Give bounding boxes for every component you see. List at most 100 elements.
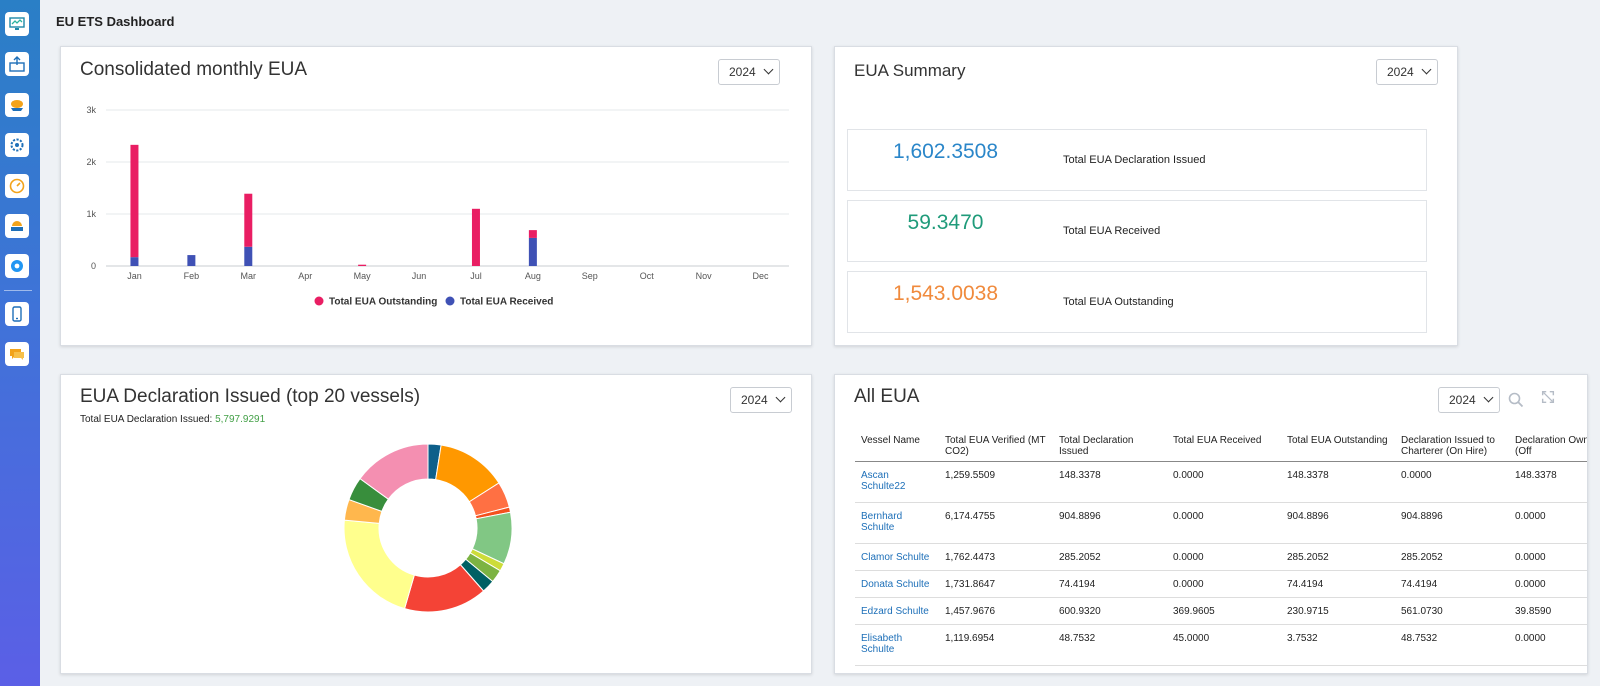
expand-icon[interactable]: [1540, 389, 1558, 407]
table-cell: 74.4194: [1281, 570, 1395, 598]
x-tick-label: Feb: [184, 271, 200, 281]
outstanding-value: 1,543.0038: [892, 282, 999, 305]
sidebar: [0, 0, 40, 686]
declaration-total-value: 5,797.9291: [215, 414, 266, 425]
table-cell: 904.8896: [1281, 502, 1395, 544]
table-row: Donata Schulte 1,731.8647 74.4194 0.0000…: [855, 570, 1587, 598]
vessel-link[interactable]: Clamor Schulte: [855, 543, 939, 571]
eua-summary-card: EUA Summary 2024 1,602.3508 Total EUA De…: [834, 46, 1458, 346]
table-cell: 6,174.4755: [939, 502, 1053, 544]
bar-total-eua-received: [244, 246, 253, 266]
all-eua-year-select[interactable]: 2024: [1438, 387, 1500, 413]
table-cell: 74.4194: [1395, 570, 1509, 598]
inbox-upload-icon[interactable]: [5, 52, 29, 76]
table-cell: 148.3378: [1509, 461, 1587, 503]
y-tick-label: 2k: [86, 157, 96, 167]
table-cell: 0.0000: [1395, 461, 1509, 503]
outstanding-label: Total EUA Outstanding: [1063, 296, 1174, 308]
gauge-icon[interactable]: [5, 174, 29, 198]
summary-title: EUA Summary: [854, 61, 966, 80]
table-cell: 285.2052: [1053, 543, 1167, 571]
declaration-total: Total EUA Declaration Issued: 5,797.9291: [80, 414, 265, 425]
search-icon[interactable]: [1507, 391, 1525, 409]
mobile-device-icon[interactable]: [5, 302, 29, 326]
col-total-eua-received[interactable]: Total EUA Received: [1167, 431, 1281, 462]
col-total-declaration-issued[interactable]: Total Declaration Issued: [1053, 431, 1167, 462]
issued-label: Total EUA Declaration Issued: [1063, 154, 1206, 166]
summary-year-select[interactable]: 2024: [1376, 59, 1438, 85]
table-cell: 1,259.5509: [939, 461, 1053, 503]
bar-total-eua-received: [187, 255, 196, 266]
settings-cog-icon[interactable]: [5, 254, 29, 278]
table-row: Elisabeth Schulte 1,119.6954 48.7532 45.…: [855, 624, 1587, 666]
table-cell: 1,731.8647: [939, 570, 1053, 598]
table-cell: 0.0000: [1167, 543, 1281, 571]
monthly-year-select[interactable]: 2024: [718, 59, 780, 85]
x-tick-label: Jul: [470, 271, 482, 281]
chevron-down-icon: [1483, 392, 1494, 403]
table-cell: 0.0000: [1509, 502, 1587, 544]
table-cell: 285.2052: [1281, 543, 1395, 571]
bar-total-eua-outstanding: [244, 193, 253, 247]
summary-issued-box: 1,602.3508 Total EUA Declaration Issued: [847, 129, 1427, 191]
chat-bubble-icon[interactable]: [5, 342, 29, 366]
vessel-link[interactable]: Donata Schulte: [855, 570, 939, 598]
table-cell: 148.3378: [1053, 461, 1167, 503]
table-header-row: Vessel Name Total EUA Verified (MT CO2) …: [855, 431, 1587, 462]
bar-total-eua-outstanding: [130, 144, 139, 258]
all-eua-card: All EUA 2024 Vessel Name Total EUA Verif…: [834, 374, 1588, 674]
col-declaration-charterer[interactable]: Declaration Issued to Charterer (On Hire…: [1395, 431, 1509, 462]
table-cell: 48.7532: [1395, 624, 1509, 666]
x-tick-label: Apr: [298, 271, 312, 281]
legend-label: Total EUA Received: [460, 297, 553, 308]
x-tick-label: Jan: [127, 271, 142, 281]
col-declaration-owner[interactable]: Declaration Owner (Off: [1509, 431, 1587, 462]
vessel-link[interactable]: Edzard Schulte: [855, 597, 939, 625]
vessel-link[interactable]: Ascan Schulte22: [855, 461, 939, 503]
all-eua-year-value: 2024: [1449, 393, 1476, 407]
col-vessel-name[interactable]: Vessel Name: [855, 431, 939, 462]
all-eua-title: All EUA: [854, 386, 920, 407]
declaration-title: EUA Declaration Issued (top 20 vessels): [80, 386, 421, 407]
table-cell: 148.3378: [1281, 461, 1395, 503]
col-total-eua-verified[interactable]: Total EUA Verified (MT CO2): [939, 431, 1053, 462]
declaration-year-select[interactable]: 2024: [730, 387, 792, 413]
ship-warning-icon[interactable]: [5, 214, 29, 238]
y-tick-label: 1k: [86, 209, 96, 219]
bar-total-eua-received: [528, 237, 537, 266]
ship-cloud-icon[interactable]: [5, 93, 29, 117]
monitor-chart-icon[interactable]: [5, 12, 29, 36]
x-tick-label: Jun: [412, 271, 427, 281]
x-tick-label: Sep: [582, 271, 598, 281]
table-cell: 48.7532: [1053, 624, 1167, 666]
chevron-down-icon: [775, 392, 786, 403]
table-cell: 369.9605: [1167, 597, 1281, 625]
donut-slice: [343, 519, 415, 610]
all-eua-table-wrap: Vessel Name Total EUA Verified (MT CO2) …: [855, 431, 1587, 666]
vessel-link[interactable]: Elisabeth Schulte: [855, 624, 939, 666]
vessel-link[interactable]: Bernhard Schulte: [855, 502, 939, 544]
table-row: Clamor Schulte 1,762.4473 285.2052 0.000…: [855, 543, 1587, 571]
table-cell: 0.0000: [1167, 461, 1281, 503]
table-cell: 1,119.6954: [939, 624, 1053, 666]
x-tick-label: Nov: [696, 271, 713, 281]
received-label: Total EUA Received: [1063, 225, 1161, 237]
table-cell: 561.0730: [1395, 597, 1509, 625]
bar-total-eua-outstanding: [528, 230, 537, 238]
table-cell: 600.9320: [1053, 597, 1167, 625]
declaration-card: EUA Declaration Issued (top 20 vessels) …: [60, 374, 812, 674]
x-tick-label: Oct: [640, 271, 655, 281]
y-tick-label: 3k: [86, 105, 96, 115]
col-total-eua-outstanding[interactable]: Total EUA Outstanding: [1281, 431, 1395, 462]
table-cell: 285.2052: [1395, 543, 1509, 571]
x-tick-label: Dec: [753, 271, 770, 281]
summary-received-box: 59.3470 Total EUA Received: [847, 200, 1427, 262]
legend-marker: [314, 296, 324, 306]
declaration-total-label: Total EUA Declaration Issued:: [80, 414, 213, 425]
bar-total-eua-outstanding: [358, 264, 367, 266]
table-cell: 74.4194: [1053, 570, 1167, 598]
table-cell: 904.8896: [1395, 502, 1509, 544]
table-cell: 0.0000: [1167, 570, 1281, 598]
settings-gear-icon[interactable]: [5, 133, 29, 157]
received-value: 59.3470: [907, 211, 984, 234]
